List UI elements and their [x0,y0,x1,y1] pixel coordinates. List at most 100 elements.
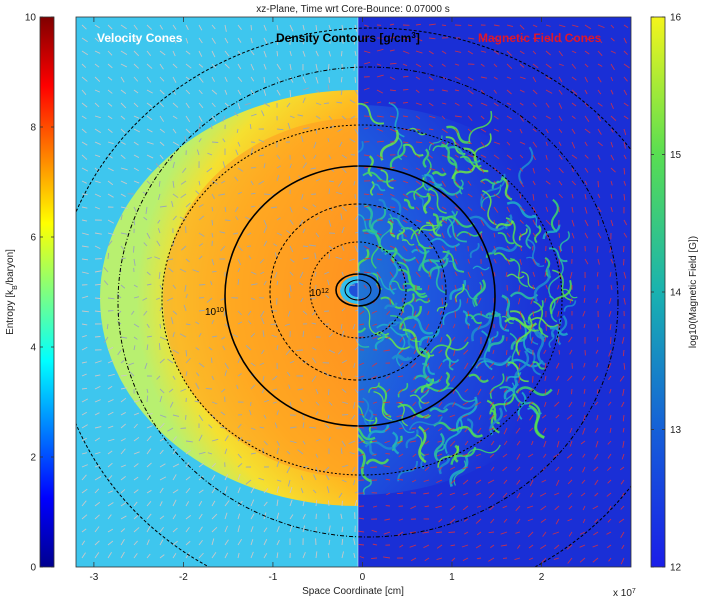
magnetic-cone [454,271,458,276]
velocity-cone [301,193,304,200]
velocity-cone [220,411,226,416]
magnetic-cone [402,75,409,78]
magnetic-cone [558,180,563,186]
magnetic-cone [505,310,508,317]
velocity-cone [194,400,200,403]
velocity-cone [211,219,214,226]
velocity-cone [250,63,255,71]
velocity-cone [258,139,265,143]
magnetic-cone [623,24,629,28]
magnetic-cone [384,427,391,432]
magnetic-cone [571,63,577,69]
velocity-cone [250,539,254,546]
magnetic-cone [479,349,482,355]
velocity-cone [168,267,174,273]
velocity-cone [263,102,270,107]
velocity-cone [234,111,239,117]
velocity-cone [94,89,101,93]
magnetic-cone [623,63,630,69]
magnetic-cone [389,36,396,39]
field-filament [362,478,372,495]
velocity-cone [315,466,319,473]
magnetic-cone [621,336,625,344]
magnetic-cone [519,128,523,134]
velocity-cone [314,284,317,290]
magnetic-cone [464,388,469,393]
chart-title: xz-Plane, Time wrt Core-Bounce: 0.07000 … [256,4,449,15]
velocity-cone [237,63,242,70]
magnetic-cone [610,50,616,54]
velocity-cone [221,388,226,393]
field-filament [506,273,525,279]
velocity-cone [145,206,148,214]
velocity-cone [107,102,113,107]
magnetic-cone [558,102,563,109]
velocity-cone [211,232,214,238]
velocity-cone [335,256,343,260]
velocity-cones-label: Velocity Cones [97,31,183,45]
velocity-cone [350,115,356,119]
field-filament [430,341,469,354]
magnetic-cone [516,492,521,499]
velocity-cone [354,499,358,507]
magnetic-cone [396,414,404,418]
magnetic-cone [437,453,443,457]
field-filament [418,425,427,464]
velocity-cone [263,76,266,84]
velocity-cone [237,453,242,459]
magnetic-cone [383,556,391,559]
velocity-cone [133,219,136,226]
velocity-cone [324,102,330,104]
velocity-cone [159,115,165,122]
magnetic-cone [582,427,586,435]
magnetic-cone [372,505,378,508]
magnetic-cone [594,401,599,406]
velocity-cone [237,538,243,546]
velocity-cone [94,552,100,559]
velocity-cone [198,309,205,312]
velocity-cone [340,323,343,330]
velocity-cone [81,411,88,416]
field-filament [459,179,464,195]
magnetic-cone [596,245,599,253]
velocity-cone [315,453,319,458]
velocity-cone [167,358,174,364]
velocity-cone [133,245,135,253]
magnetic-cone [597,102,603,107]
velocity-cone [211,180,218,185]
velocity-cone [172,284,177,289]
magnetic-cone [415,219,422,223]
magnetic-cone [467,167,473,172]
magnetic-cone [363,284,367,289]
velocity-cone [184,136,187,143]
velocity-cone [156,240,161,247]
velocity-cone [353,479,356,486]
field-filament [451,164,476,180]
magnetic-cone [400,323,404,328]
velocity-cone [81,552,86,559]
magnetic-cone [543,453,547,458]
magnetic-cone [363,257,371,260]
velocity-cone [341,388,347,393]
velocity-cone [207,452,213,455]
velocity-cone [120,63,128,68]
magnetic-cone [454,310,457,318]
velocity-cone [211,115,217,122]
velocity-cone [289,163,292,169]
magnetic-cone [363,61,371,65]
magnetic-cone [623,115,629,120]
velocity-cone [198,63,204,68]
velocity-cone [94,232,102,235]
velocity-cone [94,50,101,54]
magnetic-cone [606,531,612,535]
velocity-cone [302,87,310,91]
velocity-cone [349,99,356,104]
field-filament [423,173,443,187]
magnetic-cone [415,193,421,198]
magnetic-cone [441,206,447,210]
velocity-cone [341,115,347,120]
magnetic-cone [530,336,534,344]
velocity-cone [211,438,219,442]
field-filament [465,444,501,458]
velocity-cone [313,141,317,149]
